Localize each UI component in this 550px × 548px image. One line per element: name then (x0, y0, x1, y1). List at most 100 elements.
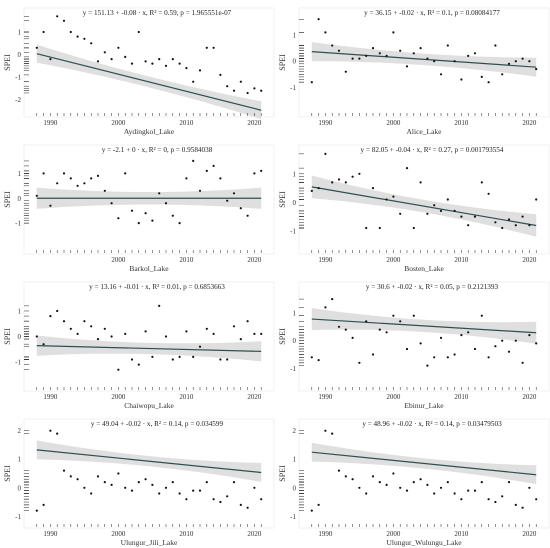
data-point (42, 172, 45, 175)
data-point (62, 469, 66, 472)
data-point (351, 478, 354, 481)
panel-frame (298, 7, 550, 118)
data-point (378, 226, 381, 230)
equation-label: y = 49.04 + -0.02 · x, R² = 0.14, p = 0.… (91, 420, 224, 428)
data-point (344, 328, 347, 331)
data-point (433, 204, 436, 207)
data-point (171, 481, 174, 484)
x-tick-label: 2000 (386, 119, 401, 127)
y-tick-label: 0 (293, 58, 297, 66)
data-point (460, 78, 463, 81)
data-point (358, 57, 361, 60)
data-point (117, 217, 120, 220)
data-point (260, 89, 263, 92)
data-point (260, 332, 263, 335)
data-point (144, 60, 147, 63)
data-point (371, 353, 375, 356)
data-point (337, 49, 341, 52)
data-point (412, 52, 415, 55)
data-point (324, 429, 327, 432)
data-point (528, 224, 531, 227)
y-tick-label: 0 (18, 51, 22, 59)
data-point (137, 30, 140, 34)
data-point (467, 331, 470, 334)
data-point (310, 356, 313, 359)
y-tick-label: 1 (18, 456, 22, 464)
data-point (412, 481, 415, 484)
data-point (158, 304, 161, 307)
data-point (144, 330, 147, 333)
data-point (487, 356, 490, 359)
data-point (246, 91, 249, 95)
data-point (473, 52, 477, 55)
data-point (49, 204, 52, 207)
data-point (232, 89, 236, 92)
data-point (226, 199, 229, 202)
data-point (219, 358, 222, 361)
data-point (144, 478, 147, 481)
data-point (137, 363, 140, 366)
x-tick-label: 1990 (318, 119, 333, 127)
data-point (473, 489, 477, 492)
panel-5: 1990 2000 2010 2020 -1 0 1 Chaiwopu_Lake SPEI y =… (3, 281, 275, 410)
data-point (392, 31, 395, 34)
y-tick-label: -1 (290, 227, 296, 235)
data-point (426, 364, 429, 367)
x-tick-label: 2020 (522, 119, 537, 127)
y-tick-label: 0 (18, 484, 22, 492)
y-tick-label: -1 (290, 513, 296, 521)
y-tick-label: 2 (18, 427, 22, 435)
data-point (317, 18, 320, 21)
regression-line (36, 449, 262, 474)
x-tick-label: 2020 (247, 530, 262, 538)
data-point (405, 489, 409, 492)
data-point (446, 356, 449, 359)
data-point (96, 475, 100, 478)
data-point (69, 30, 72, 34)
regression-line (36, 345, 262, 352)
y-axis-label: SPEI (3, 328, 12, 345)
data-point (130, 62, 134, 65)
data-point (117, 472, 120, 475)
x-axis-label: Chaiwopu_Lake (124, 401, 174, 410)
data-point (385, 54, 388, 58)
y-tick-label: 0 (293, 484, 297, 492)
x-tick-label: 2010 (454, 119, 469, 127)
x-tick-label: 2020 (522, 530, 537, 538)
data-point (317, 503, 320, 506)
data-point (42, 343, 45, 346)
data-point (124, 486, 127, 489)
data-point (310, 189, 313, 192)
data-point (42, 30, 45, 34)
data-point (192, 80, 195, 83)
data-point (110, 202, 113, 205)
y-tick-label: 1 (18, 170, 22, 178)
y-tick-label: 0 (18, 333, 22, 341)
data-point (528, 486, 531, 489)
data-point (494, 500, 497, 504)
y-tick-label: 1 (293, 170, 297, 178)
data-point (124, 55, 127, 59)
data-point (185, 177, 188, 180)
data-point (324, 306, 327, 309)
data-point (232, 325, 236, 328)
data-point (514, 339, 517, 342)
data-point (535, 68, 538, 71)
data-point (124, 172, 127, 175)
data-point (344, 475, 347, 478)
data-point (378, 52, 381, 55)
data-point (385, 483, 388, 486)
data-point (453, 492, 456, 495)
data-point (501, 339, 504, 342)
data-point (337, 178, 341, 181)
data-point (337, 469, 341, 472)
data-point (232, 481, 236, 484)
x-tick-label: 2010 (454, 530, 469, 538)
data-point (62, 320, 66, 323)
x-tick-label: 2000 (386, 530, 401, 538)
data-point (507, 218, 511, 221)
data-point (453, 353, 456, 356)
data-point (385, 331, 388, 334)
data-point (487, 81, 490, 84)
equation-label: y = -2.1 + 0 · x, R² = 0, p = 0.9584038 (102, 146, 213, 154)
